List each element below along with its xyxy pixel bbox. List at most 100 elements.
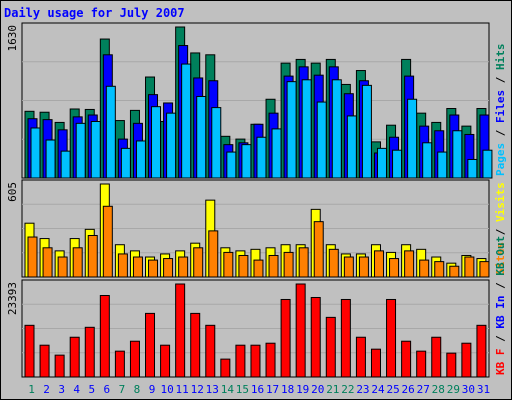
legend-entry: Files bbox=[494, 90, 507, 123]
x-tick-label-7: 7 bbox=[119, 383, 126, 396]
bar-kb-f-day-28 bbox=[431, 336, 442, 378]
bar-sites-day-14 bbox=[223, 251, 234, 278]
bar-sites-day-2 bbox=[42, 247, 53, 278]
x-tick-label-14: 14 bbox=[221, 383, 235, 396]
x-tick-label-16: 16 bbox=[251, 383, 264, 396]
bar-kb-f-day-1 bbox=[24, 324, 35, 378]
bar-kb-f-day-15 bbox=[235, 344, 246, 378]
bar-kb-f-day-23 bbox=[355, 336, 366, 378]
bar-sites-day-5 bbox=[87, 234, 98, 278]
legend-entry: / bbox=[494, 329, 507, 349]
bar-sites-day-17 bbox=[268, 254, 279, 278]
kb-panel-max-label: 23393 bbox=[6, 282, 19, 315]
bar-sites-day-6 bbox=[102, 205, 113, 278]
bar-pages-day-1 bbox=[30, 127, 41, 179]
legend-entry: KB In bbox=[494, 296, 507, 329]
bar-pages-day-14 bbox=[226, 151, 237, 179]
bar-kb-f-day-12 bbox=[190, 312, 201, 378]
x-tick-label-30: 30 bbox=[462, 383, 475, 396]
bar-pages-day-10 bbox=[166, 112, 177, 179]
bar-kb-f-day-19 bbox=[295, 283, 306, 378]
bar-kb-f-day-29 bbox=[446, 352, 457, 378]
bar-pages-day-21 bbox=[331, 79, 342, 179]
x-tick-label-15: 15 bbox=[236, 383, 249, 396]
bar-kb-f-day-9 bbox=[145, 312, 156, 378]
x-tick-label-12: 12 bbox=[191, 383, 204, 396]
bar-sites-day-7 bbox=[117, 253, 128, 278]
bar-pages-day-18 bbox=[286, 81, 297, 179]
x-tick-label-5: 5 bbox=[88, 383, 95, 396]
bar-pages-day-17 bbox=[271, 128, 282, 179]
bar-pages-day-28 bbox=[437, 151, 448, 179]
sites-panel: 605 Sites / Visits bbox=[6, 179, 507, 278]
x-tick-label-3: 3 bbox=[58, 383, 65, 396]
bar-pages-day-30 bbox=[467, 158, 478, 179]
bar-sites-day-9 bbox=[148, 259, 159, 278]
bar-sites-day-29 bbox=[449, 265, 460, 278]
legend-entry: / bbox=[494, 222, 507, 242]
bar-sites-day-16 bbox=[253, 259, 264, 278]
bar-pages-day-8 bbox=[135, 140, 146, 179]
bar-kb-f-day-6 bbox=[99, 295, 110, 378]
x-tick-label-21: 21 bbox=[326, 383, 339, 396]
legend-entry: Sites bbox=[494, 242, 507, 275]
x-tick-label-26: 26 bbox=[402, 383, 415, 396]
bar-kb-f-day-13 bbox=[205, 324, 216, 378]
bar-sites-day-21 bbox=[328, 248, 339, 278]
bar-sites-day-8 bbox=[132, 256, 143, 278]
bar-kb-f-day-24 bbox=[370, 348, 381, 378]
bar-sites-day-12 bbox=[193, 247, 204, 278]
bar-kb-f-day-2 bbox=[39, 344, 50, 378]
bar-kb-f-day-22 bbox=[340, 298, 351, 378]
bar-sites-day-4 bbox=[72, 247, 83, 278]
bar-kb-f-day-17 bbox=[265, 342, 276, 378]
chart-title: Daily usage for July 2007 bbox=[4, 6, 185, 20]
bar-pages-day-31 bbox=[482, 149, 493, 179]
x-tick-label-10: 10 bbox=[160, 383, 173, 396]
legend-entry: KB F bbox=[494, 349, 507, 376]
bar-pages-day-12 bbox=[196, 95, 207, 179]
bar-pages-day-9 bbox=[151, 106, 162, 179]
x-tick-label-6: 6 bbox=[104, 383, 111, 396]
bar-kb-f-day-5 bbox=[84, 326, 95, 378]
bar-kb-f-day-4 bbox=[69, 336, 80, 378]
legend-entry: Hits bbox=[494, 44, 507, 71]
bar-kb-f-day-8 bbox=[129, 340, 140, 378]
x-tick-label-29: 29 bbox=[447, 383, 460, 396]
x-tick-label-22: 22 bbox=[341, 383, 354, 396]
bar-kb-f-day-30 bbox=[461, 342, 472, 378]
bar-kb-f-day-7 bbox=[114, 350, 125, 378]
x-tick-label-31: 31 bbox=[477, 383, 490, 396]
bar-pages-day-22 bbox=[346, 115, 357, 179]
bar-kb-f-day-11 bbox=[175, 283, 186, 378]
bar-pages-day-25 bbox=[392, 149, 403, 179]
x-tick-label-11: 11 bbox=[176, 383, 189, 396]
bar-pages-day-20 bbox=[316, 101, 327, 179]
x-tick-label-4: 4 bbox=[73, 383, 80, 396]
bar-sites-day-28 bbox=[434, 261, 445, 278]
legend-entry: Pages bbox=[494, 143, 507, 176]
bar-sites-day-19 bbox=[298, 247, 309, 278]
x-tick-label-25: 25 bbox=[386, 383, 399, 396]
bar-kb-f-day-26 bbox=[401, 340, 412, 378]
bar-sites-day-3 bbox=[57, 256, 68, 278]
x-tick-label-19: 19 bbox=[296, 383, 309, 396]
bar-sites-day-24 bbox=[373, 250, 384, 278]
bar-pages-day-24 bbox=[376, 147, 387, 179]
x-tick-label-8: 8 bbox=[134, 383, 141, 396]
bar-sites-day-11 bbox=[178, 256, 189, 278]
bar-kb-f-day-27 bbox=[416, 350, 427, 378]
bar-pages-day-7 bbox=[120, 147, 131, 179]
bar-sites-day-25 bbox=[389, 258, 400, 278]
bar-pages-day-4 bbox=[75, 122, 86, 179]
kb-panel: 23393 KB F / KB In / KB Out bbox=[6, 236, 507, 378]
bar-kb-f-day-10 bbox=[160, 344, 171, 378]
bar-pages-day-26 bbox=[407, 98, 418, 179]
bar-kb-f-day-14 bbox=[220, 358, 231, 378]
hits-panel-max-label: 1630 bbox=[6, 25, 19, 52]
bar-sites-day-31 bbox=[479, 261, 490, 278]
legend-entry: Visits bbox=[494, 182, 507, 222]
bar-pages-day-29 bbox=[452, 130, 463, 179]
bar-sites-day-10 bbox=[163, 258, 174, 278]
